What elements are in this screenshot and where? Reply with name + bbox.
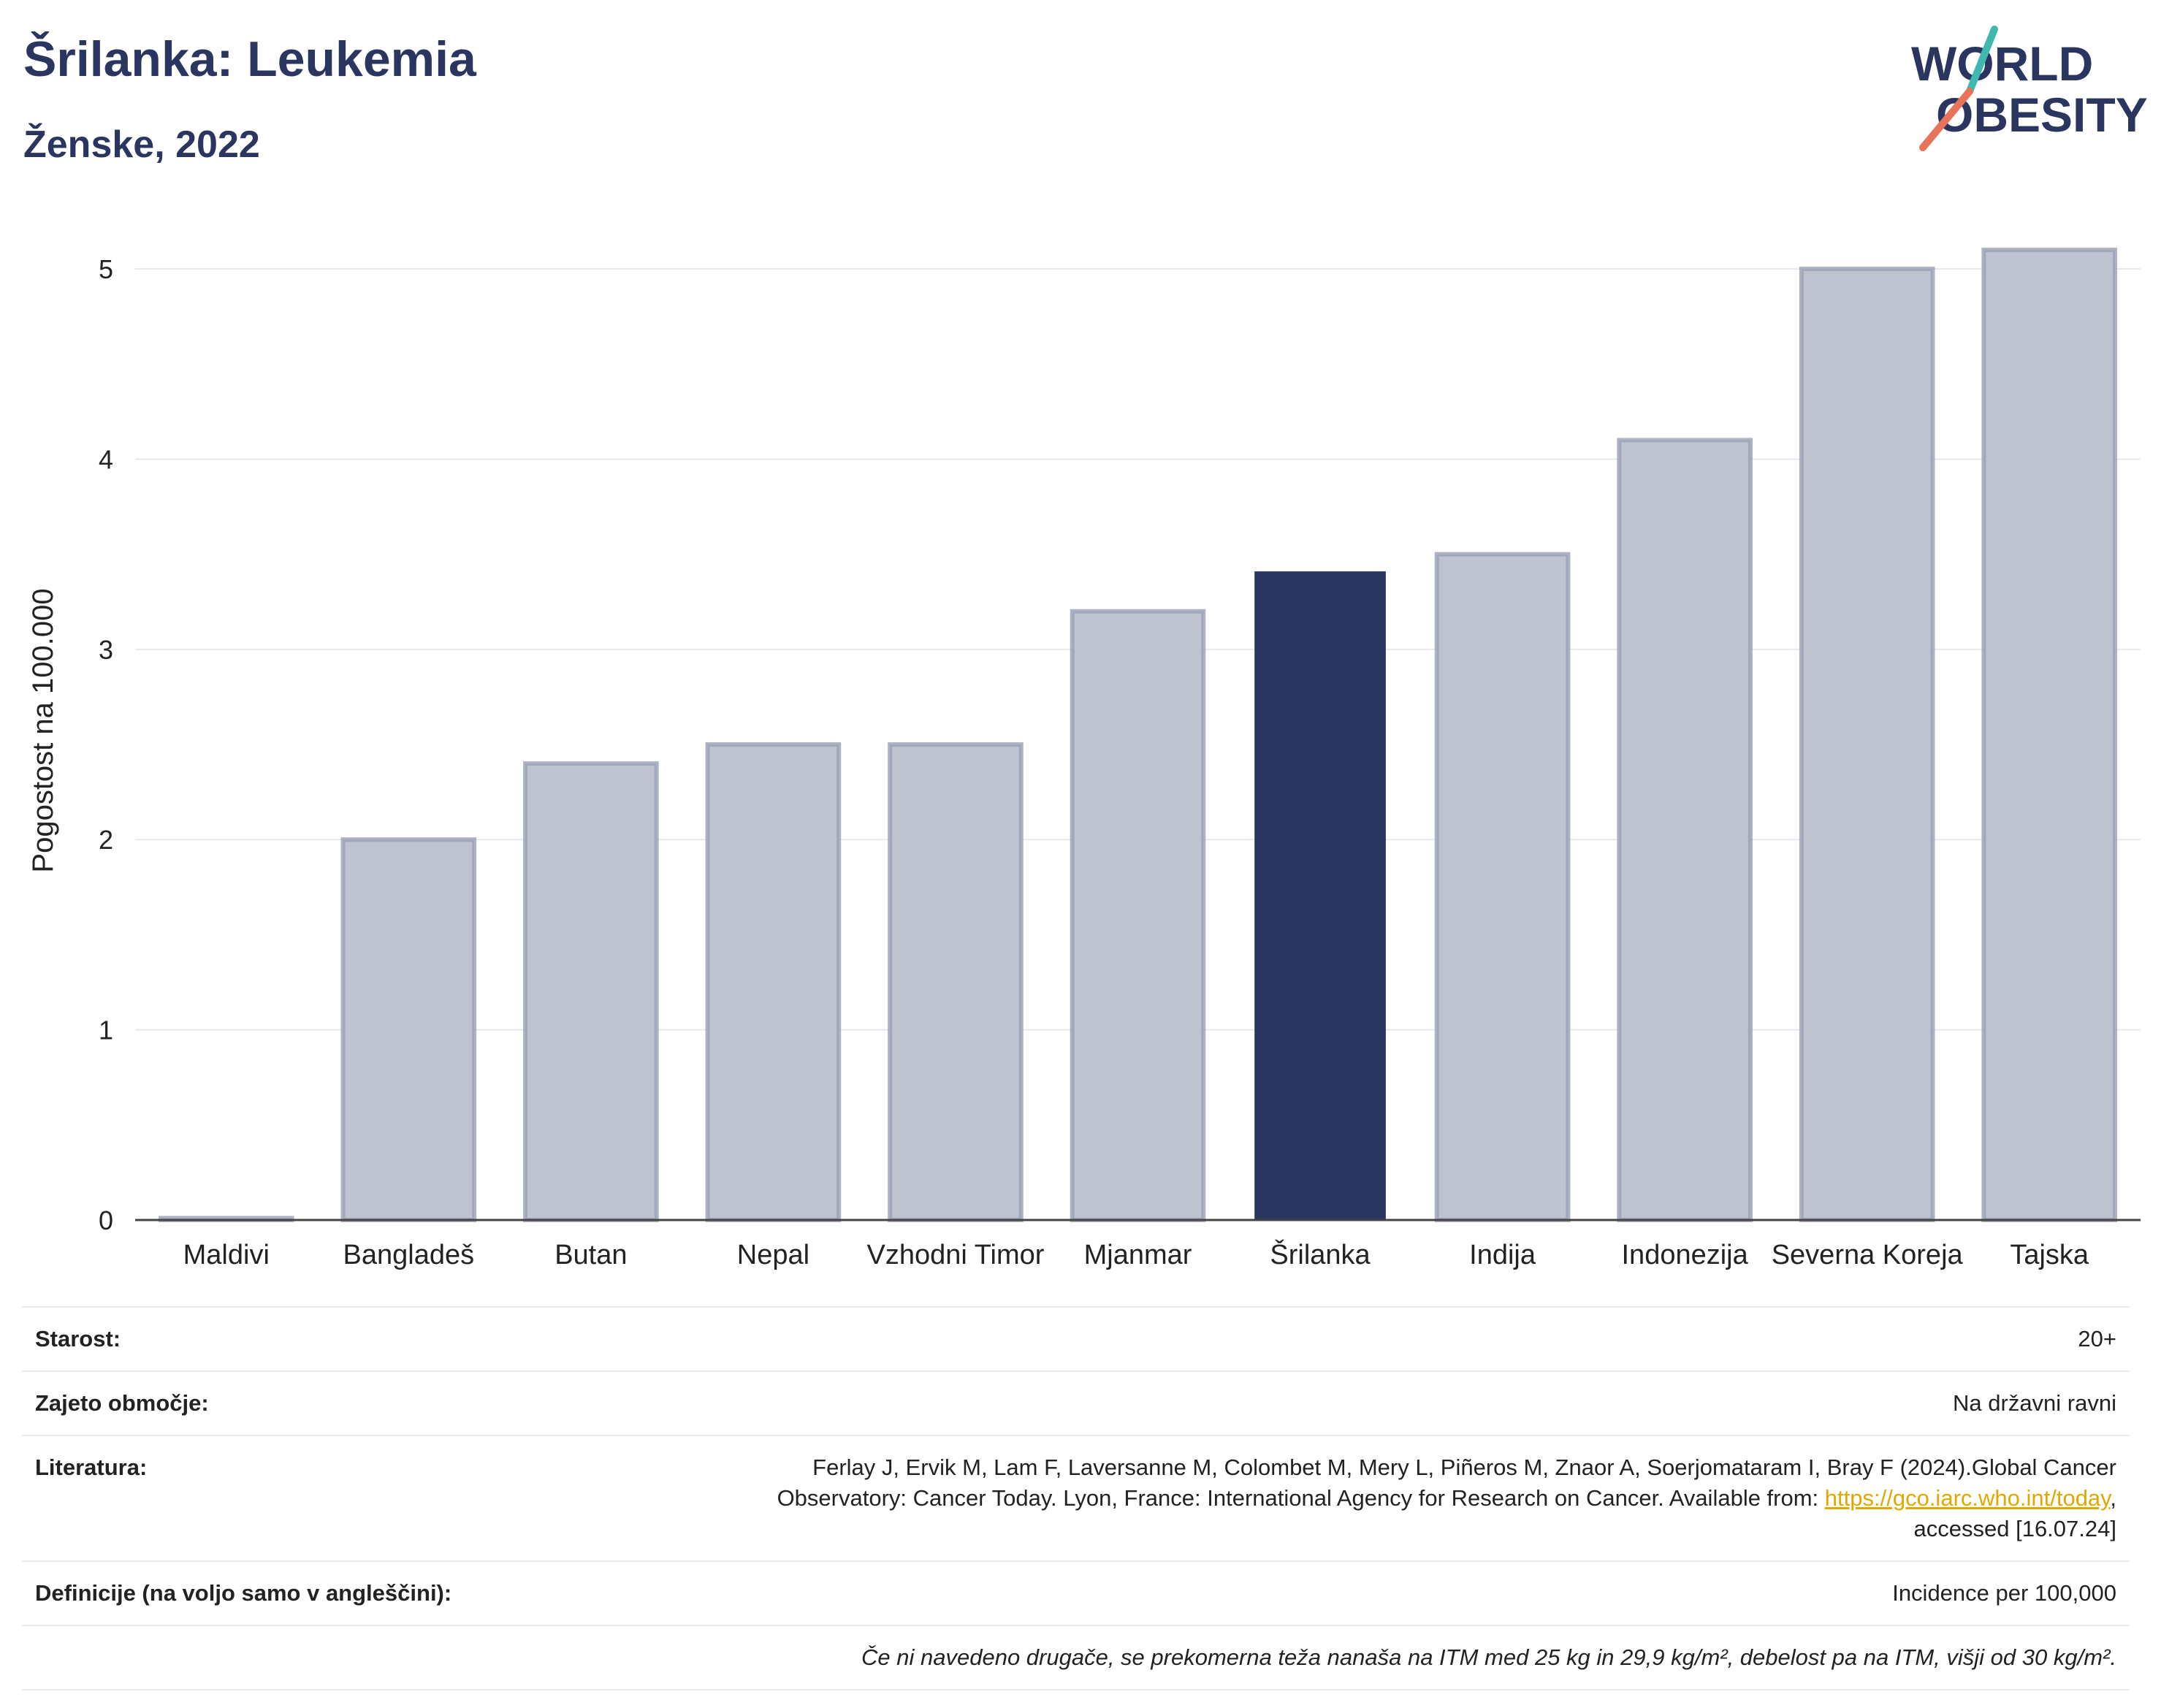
x-tick-label: Maldivi [183,1240,270,1270]
x-tick-label: Mjanmar [1084,1240,1192,1270]
info-value-coverage: Na državni ravni [603,1370,2130,1436]
info-label-definitions: Definicije (na voljo samo v angleščini): [22,1560,603,1625]
x-tick-label: Butan [554,1240,627,1270]
y-tick-label: 2 [99,825,113,855]
logo-slash-teal [1966,26,1998,95]
bar-1 [340,837,477,1222]
x-tick-label: Nepal [737,1240,809,1270]
info-row-literature: Literatura: Ferlay J, Ervik M, Lam F, La… [22,1435,2130,1561]
bar-5 [1070,609,1206,1222]
y-tick-label: 5 [99,254,113,284]
info-label-literature: Literatura: [22,1435,603,1561]
x-tick-label: Indonezija [1622,1240,1749,1270]
literature-line-2-end: , [2110,1485,2116,1511]
x-tick-label: Indija [1469,1240,1536,1270]
bar-8 [1617,438,1753,1222]
info-row-note: Če ni navedeno drugače, se prekomerna te… [22,1625,2130,1690]
x-tick-label: Severna Koreja [1772,1240,1964,1270]
info-row-age: Starost: 20+ [22,1306,2130,1371]
info-value-literature: Ferlay J, Ervik M, Lam F, Laversanne M, … [603,1435,2130,1561]
y-tick-label: 1 [99,1015,113,1045]
chart-title: Šrilanka: Leukemia [23,31,476,87]
x-tick-label: Bangladeš [343,1240,475,1270]
info-table: Starost: 20+ Zajeto območje: Na državni … [22,1306,2130,1690]
x-tick-label: Vzhodni Timor [867,1240,1045,1270]
bar-10 [1981,248,2118,1223]
bar-2 [523,761,659,1222]
info-row-coverage: Zajeto območje: Na državni ravni [22,1370,2130,1436]
bar-9 [1799,267,1935,1223]
literature-line-1: Ferlay J, Ervik M, Lam F, Laversanne M, … [812,1455,2116,1480]
x-axis-ticks: Maldivi Bangladeš Butan Nepal Vzhodni Timor M… [183,1238,2089,1270]
x-tick-label: Tajska [2010,1240,2089,1270]
info-label-coverage: Zajeto območje: [22,1370,603,1436]
y-tick-label: 3 [99,635,113,665]
literature-line-2: Observatory: Cancer Today. Lyon, France:… [777,1485,1825,1511]
x-tick-label: Šrilanka [1270,1238,1371,1270]
info-value-definitions: Incidence per 100,000 [603,1560,2130,1625]
chart-subtitle: Ženske, 2022 [23,123,260,166]
world-obesity-logo: WORLD OBESITY [1911,26,2148,151]
logo-line-obesity: OBESITY [1936,88,2148,142]
info-label-age: Starost: [22,1306,603,1371]
literature-link[interactable]: https://gco.iarc.who.int/today [1824,1485,2111,1511]
bars [158,248,2118,1223]
logo-line-world: WORLD [1911,37,2093,91]
bar-3 [705,742,842,1222]
y-tick-label: 0 [99,1205,113,1235]
bar-6 [1254,571,1386,1220]
y-tick-label: 4 [99,444,113,474]
info-row-definitions: Definicije (na voljo samo v angleščini):… [22,1560,2130,1625]
y-axis-label: Pogostost na 100.000 [27,588,59,872]
y-axis-ticks: 0 1 2 3 4 5 [99,254,113,1235]
literature-line-3: accessed [16.07.24] [1913,1516,2116,1541]
logo-slash-coral [1919,88,1973,151]
bar-chart: 0 1 2 3 4 5 Maldivi Bangladeš Butan Nepal Vzhodni… [27,248,2141,1270]
bar-7 [1434,552,1571,1222]
info-note: Če ni navedeno drugače, se prekomerna te… [22,1625,2130,1690]
info-value-age: 20+ [603,1306,2130,1371]
bar-4 [888,742,1024,1222]
